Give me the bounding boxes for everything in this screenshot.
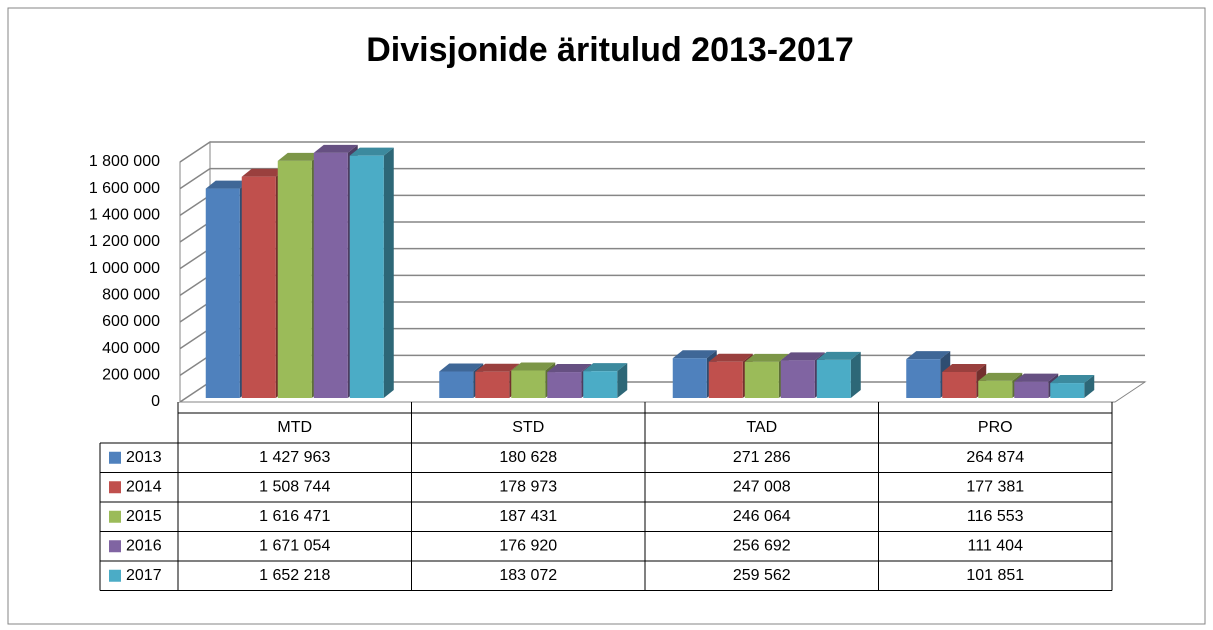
y-tick-label: 1 400 000 bbox=[89, 207, 160, 224]
bar-top bbox=[241, 168, 286, 177]
bar-front bbox=[439, 371, 474, 398]
y-tick-label: 1 000 000 bbox=[89, 260, 160, 277]
legend-label: 2014 bbox=[126, 478, 162, 495]
table-value: 247 008 bbox=[733, 478, 791, 495]
bar bbox=[583, 363, 628, 398]
bar-front bbox=[205, 188, 240, 398]
table-value: 180 628 bbox=[499, 449, 557, 466]
bar-front bbox=[780, 360, 815, 398]
table-value: 1 508 744 bbox=[259, 478, 330, 495]
bar bbox=[349, 147, 394, 398]
table-value: 1 652 218 bbox=[259, 567, 330, 584]
legend-swatch bbox=[109, 569, 121, 582]
y-tick-label: 1 800 000 bbox=[89, 153, 160, 170]
table-value: 259 562 bbox=[733, 567, 791, 584]
y-tick-label: 200 000 bbox=[102, 367, 160, 384]
bar-front bbox=[313, 152, 348, 398]
table-value: 111 404 bbox=[968, 537, 1024, 554]
bar-top bbox=[780, 352, 825, 361]
grid-line bbox=[179, 167, 1145, 190]
legend-swatch bbox=[109, 540, 121, 553]
bar-front bbox=[583, 371, 618, 398]
bar-top bbox=[744, 353, 789, 362]
bar-front bbox=[708, 361, 743, 398]
bar-top bbox=[672, 350, 717, 359]
bar-top bbox=[439, 363, 484, 372]
legend-swatch bbox=[109, 510, 121, 523]
x-tick-label: PRO bbox=[978, 419, 1013, 436]
chart-title: Divisjonide äritulud 2013-2017 bbox=[366, 31, 854, 69]
bar-front bbox=[1050, 383, 1085, 398]
bar-front bbox=[744, 361, 779, 398]
x-tick-label: TAD bbox=[746, 419, 777, 436]
bar-side bbox=[617, 363, 628, 398]
bar-front bbox=[906, 359, 941, 398]
bar bbox=[816, 351, 861, 398]
table-value: 264 874 bbox=[966, 449, 1024, 466]
x-tick-label: MTD bbox=[277, 419, 312, 436]
bar-side bbox=[850, 351, 861, 398]
bar-front bbox=[277, 160, 312, 398]
bar-front bbox=[978, 380, 1013, 398]
bar-front bbox=[547, 372, 582, 398]
bar-top bbox=[978, 372, 1023, 381]
bar-front bbox=[672, 358, 707, 398]
bar-top bbox=[349, 147, 394, 156]
table-value: 1 671 054 bbox=[259, 537, 330, 554]
x-tick-label: STD bbox=[512, 419, 544, 436]
table-value: 256 692 bbox=[733, 537, 791, 554]
bar-side bbox=[1084, 375, 1095, 398]
legend-swatch bbox=[109, 481, 121, 494]
bar-front bbox=[349, 155, 384, 398]
bar-side bbox=[383, 147, 394, 398]
bar-top bbox=[277, 152, 322, 161]
legend-label: 2016 bbox=[126, 537, 162, 554]
bar-front bbox=[816, 359, 851, 398]
table-value: 246 064 bbox=[733, 508, 791, 525]
bar-top bbox=[583, 363, 628, 372]
table-value: 178 973 bbox=[499, 478, 557, 495]
legend-label: 2013 bbox=[126, 449, 162, 466]
table-value: 177 381 bbox=[966, 478, 1024, 495]
bar-top bbox=[1050, 375, 1095, 384]
bar bbox=[1014, 373, 1059, 398]
bar-top bbox=[205, 180, 250, 189]
table-value: 1 427 963 bbox=[259, 449, 330, 466]
y-tick-label: 0 bbox=[151, 393, 160, 410]
y-tick-label: 400 000 bbox=[102, 340, 160, 357]
table-value: 271 286 bbox=[733, 449, 791, 466]
table-value: 116 553 bbox=[967, 508, 1024, 525]
table-value: 183 072 bbox=[499, 567, 557, 584]
y-tick-label: 1 200 000 bbox=[89, 233, 160, 250]
bar-top bbox=[816, 351, 861, 360]
table-value: 101 851 bbox=[966, 567, 1024, 584]
bar-top bbox=[547, 364, 592, 373]
bar-front bbox=[475, 371, 510, 398]
legend-label: 2017 bbox=[126, 567, 162, 584]
legend-swatch bbox=[109, 451, 121, 464]
legend-label: 2015 bbox=[126, 508, 162, 525]
bar-top bbox=[511, 362, 556, 371]
bar-front bbox=[942, 371, 977, 398]
table-value: 176 920 bbox=[499, 537, 557, 554]
bar-top bbox=[1014, 373, 1059, 382]
table-value: 187 431 bbox=[499, 508, 557, 525]
bar-top bbox=[313, 144, 358, 153]
grid-line bbox=[179, 141, 1145, 163]
y-tick-label: 1 600 000 bbox=[89, 180, 160, 197]
bar-front bbox=[241, 176, 276, 398]
y-tick-label: 800 000 bbox=[102, 287, 160, 304]
bar-front bbox=[511, 370, 546, 398]
bar-top bbox=[942, 363, 987, 372]
bar-front bbox=[1014, 381, 1049, 398]
bar-top bbox=[708, 353, 753, 362]
bar bbox=[1050, 375, 1095, 398]
y-tick-label: 600 000 bbox=[102, 313, 160, 330]
bar-top bbox=[475, 363, 520, 372]
bar-top bbox=[906, 351, 951, 360]
table-value: 1 616 471 bbox=[259, 508, 330, 525]
